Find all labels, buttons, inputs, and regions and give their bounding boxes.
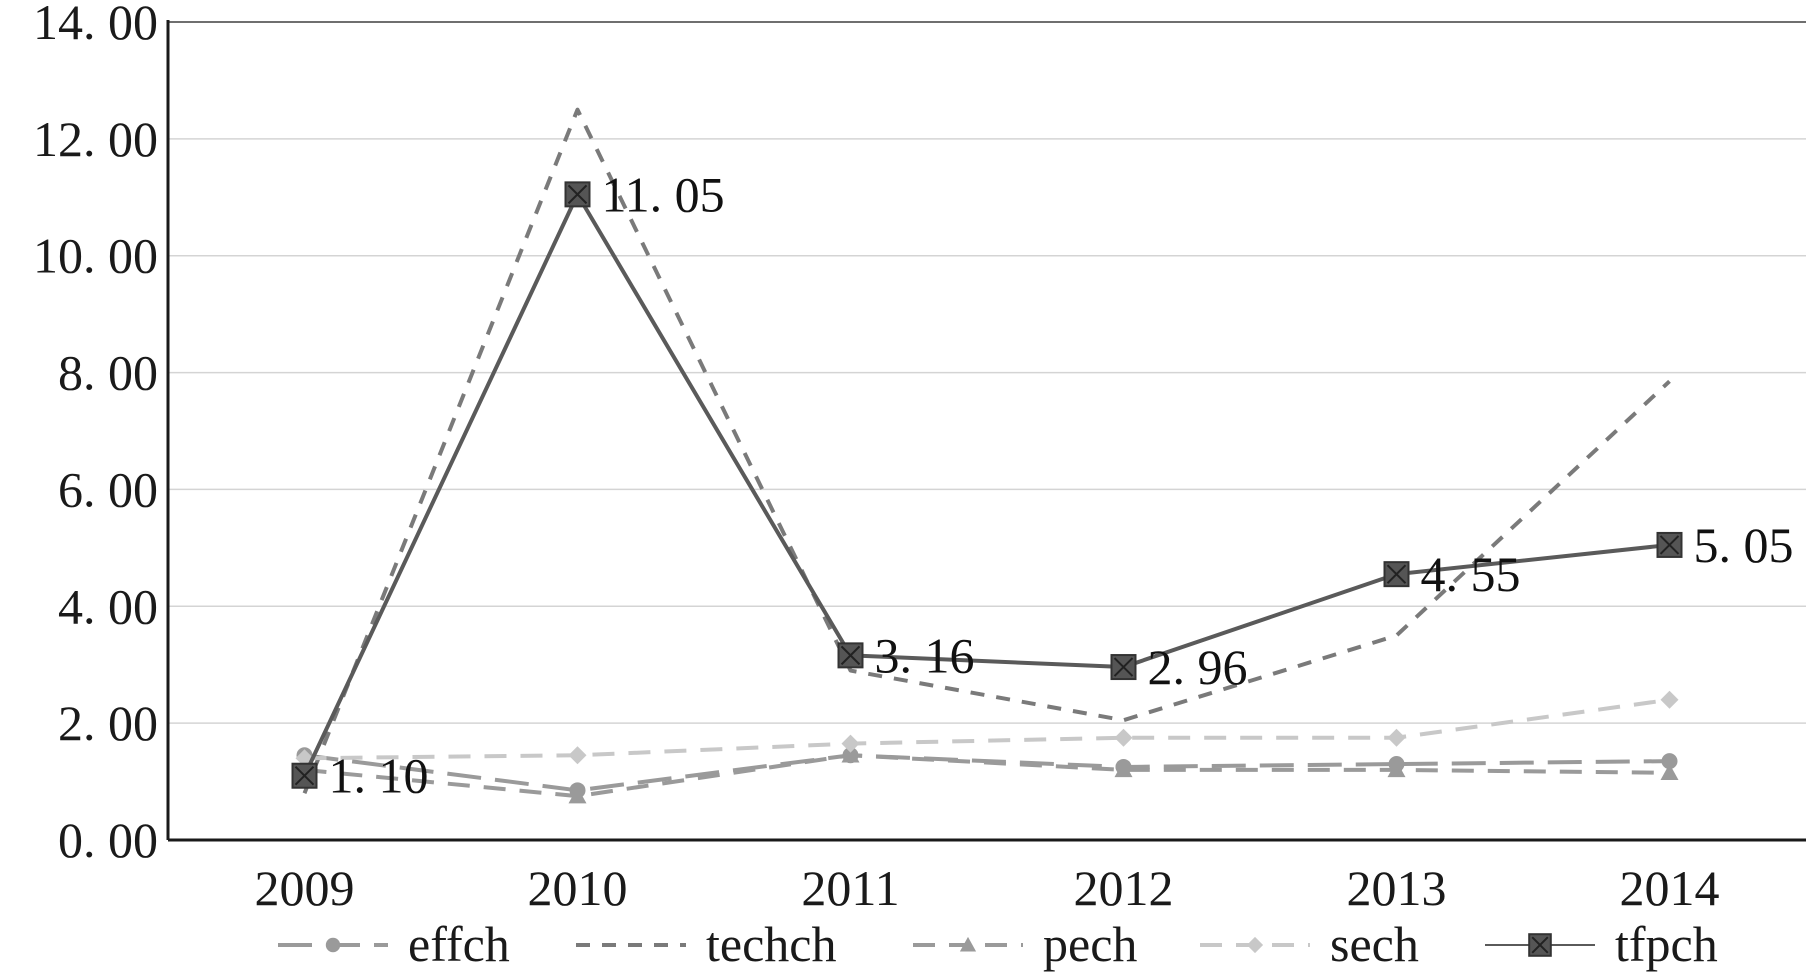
x-tick-label: 2011 [801, 860, 899, 916]
gridlines [168, 21, 1806, 724]
marker-square [564, 181, 591, 208]
marker-square [1383, 561, 1410, 588]
y-tick-label: 6. 00 [58, 461, 158, 517]
marker-square [1656, 531, 1683, 558]
legend-item-pech: pech [913, 916, 1137, 972]
legend: effch techch pech sech tfpch [278, 916, 1718, 972]
marker-square [837, 642, 864, 669]
series-line-tfpch [302, 192, 1670, 777]
data-label: 2. 96 [1148, 639, 1248, 695]
series-techch [302, 107, 1671, 794]
marker-square [1528, 933, 1552, 957]
series [291, 107, 1683, 804]
y-tick-label: 8. 00 [58, 345, 158, 401]
marker-triangle [1114, 760, 1133, 778]
marker-triangle [1387, 760, 1406, 778]
y-tick-label: 0. 00 [58, 812, 158, 868]
series-line-pech [304, 753, 1670, 799]
series-sech [295, 690, 1679, 768]
y-tick-label: 4. 00 [58, 578, 158, 634]
marker-triangle [959, 936, 977, 952]
series-line-sech [304, 697, 1670, 761]
y-tick-label: 10. 00 [33, 228, 158, 284]
axes: 0. 00 2. 00 4. 00 6. 00 8. 00 10. 00 12. 00 14.… [33, 0, 1806, 916]
marker-diamond [1387, 728, 1406, 747]
x-tick-label: 2010 [528, 860, 628, 916]
data-label: 11. 05 [602, 166, 725, 222]
legend-item-tfpch: tfpch [1485, 916, 1718, 972]
marker-square [1110, 654, 1137, 681]
data-labels: 1. 10 11. 05 3. 16 2. 96 4. 55 5. 05 [329, 166, 1794, 803]
legend-label: effch [408, 916, 510, 972]
marker-circle [1661, 753, 1678, 770]
y-tick-label: 14. 00 [33, 0, 158, 50]
series-line-effch [304, 753, 1670, 793]
marker-triangle [568, 787, 587, 804]
series-tfpch [291, 181, 1683, 789]
marker-diamond [841, 734, 860, 753]
series-line-techch [302, 107, 1671, 794]
legend-label: tfpch [1615, 916, 1718, 972]
marker-circle [325, 937, 341, 953]
legend-label: sech [1330, 916, 1419, 972]
y-tick-label: 12. 00 [33, 111, 158, 167]
y-tick-label: 2. 00 [58, 695, 158, 751]
legend-item-sech: sech [1200, 916, 1419, 972]
marker-diamond [568, 746, 587, 765]
x-tick-label: 2012 [1074, 860, 1174, 916]
marker-diamond [1660, 690, 1679, 709]
data-label: 1. 10 [329, 748, 429, 804]
data-label: 3. 16 [875, 627, 975, 683]
x-tick-label: 2014 [1620, 860, 1720, 916]
legend-label: pech [1043, 916, 1137, 972]
legend-label: techch [706, 916, 836, 972]
legend-item-techch: techch [576, 916, 836, 972]
marker-square [291, 762, 318, 789]
legend-item-effch: effch [278, 916, 510, 972]
x-tick-label: 2013 [1347, 860, 1447, 916]
data-label: 4. 55 [1421, 546, 1521, 602]
data-label: 5. 05 [1694, 517, 1794, 573]
marker-diamond [1114, 728, 1133, 747]
marker-diamond [1246, 936, 1264, 954]
x-tick-label: 2009 [255, 860, 355, 916]
marker-triangle [1660, 763, 1679, 781]
marker-triangle [841, 746, 860, 763]
